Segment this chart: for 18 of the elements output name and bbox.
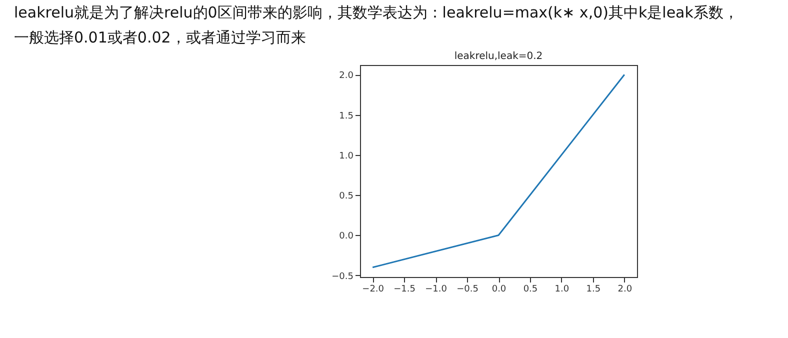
x-tick-label: 0.5 [523,284,538,294]
text: leakrelu就是为了解决relu的0区间带来的影响，其数学表达为：leakrelu=max(k∗ x,0)其中k是leak系数， [14,4,738,22]
text: 一般选择0.01或者0.02，或者通过学习而来 [14,28,306,46]
x-tick-label: −1.5 [394,284,416,294]
chart-title: leakrelu,leak=0.2 [454,51,543,62]
y-tick-label: −0.5 [332,272,354,282]
x-tick-label: 2.0 [618,284,632,294]
x-tick-label: −0.5 [456,284,478,294]
x-tick-label: −2.0 [362,284,384,294]
x-tick-label: 0.0 [492,284,506,294]
x-tick-label: −1.0 [425,284,448,294]
x-tick-label: 1.5 [586,284,601,294]
y-tick-label: 1.5 [339,111,354,122]
y-tick-label: 1.0 [339,151,354,162]
x-tick-label: 1.0 [554,284,570,294]
y-tick-label: 2.0 [339,71,354,82]
y-tick-label: 0.0 [339,232,354,242]
y-tick-label: 0.5 [339,192,354,202]
